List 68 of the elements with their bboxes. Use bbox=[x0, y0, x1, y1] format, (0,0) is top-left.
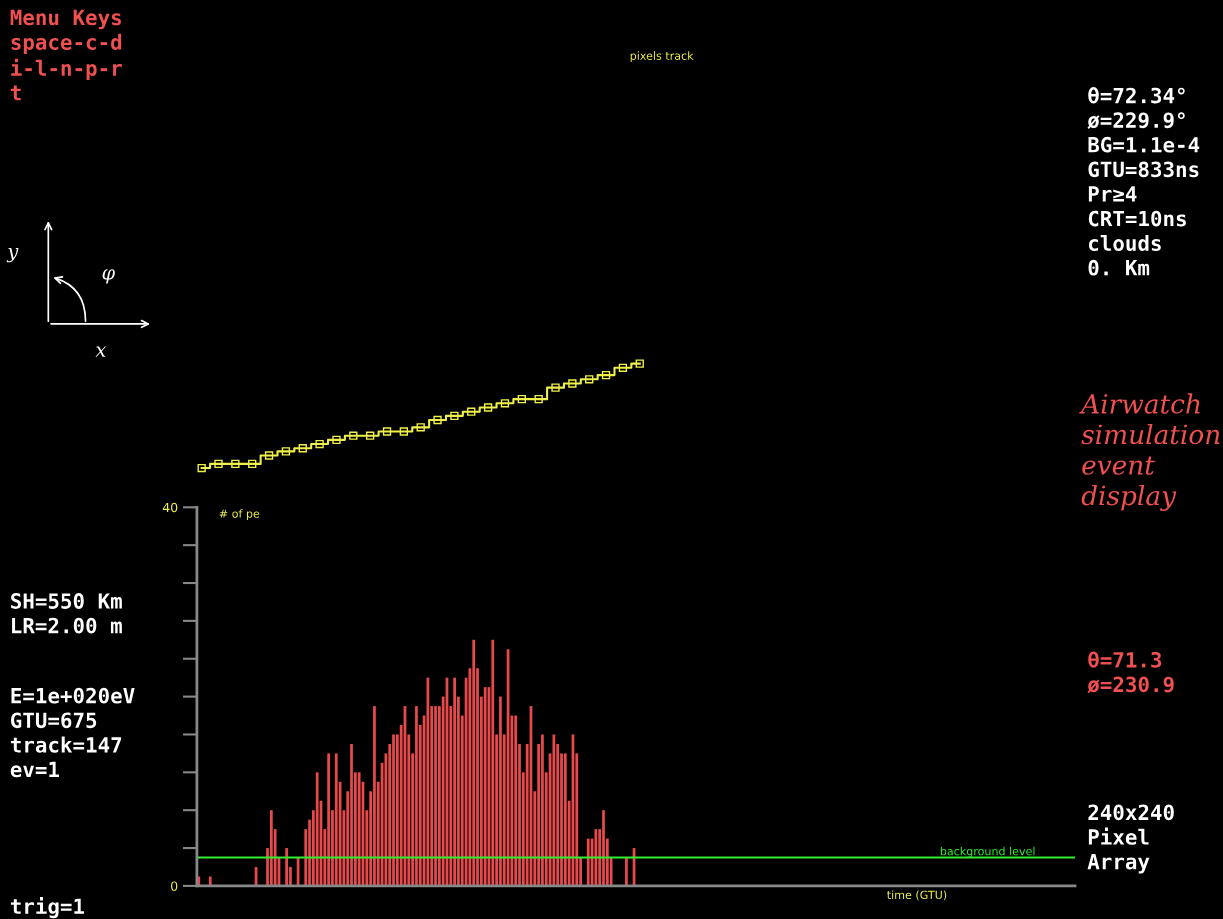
text: x bbox=[95, 346, 107, 357]
bar bbox=[208, 876, 212, 886]
ref-line-label: background level bbox=[940, 846, 1035, 858]
point bbox=[618, 363, 628, 372]
text: θ=71.3 ø=230.9 bbox=[1087, 651, 1174, 694]
bar bbox=[586, 838, 590, 886]
point bbox=[382, 427, 392, 436]
point bbox=[315, 439, 324, 449]
point bbox=[585, 375, 594, 384]
point bbox=[365, 431, 375, 440]
x-axis-title: time (GTU) bbox=[887, 890, 947, 901]
y-axis-title: # of pe bbox=[219, 509, 260, 520]
point bbox=[635, 359, 644, 368]
bar bbox=[415, 706, 418, 886]
bar bbox=[350, 743, 353, 886]
bar bbox=[285, 848, 288, 886]
point bbox=[601, 370, 611, 380]
bar bbox=[315, 772, 319, 886]
point bbox=[500, 399, 510, 408]
text: Airwatch simulation event display bbox=[1079, 393, 1220, 511]
point bbox=[568, 379, 577, 388]
text: trig=1 bbox=[10, 896, 85, 919]
point bbox=[281, 447, 291, 456]
point bbox=[534, 394, 543, 404]
point bbox=[197, 463, 206, 473]
point bbox=[450, 411, 459, 421]
point bbox=[551, 383, 560, 392]
bar bbox=[392, 734, 395, 886]
point bbox=[332, 435, 341, 445]
bar bbox=[602, 810, 605, 886]
bar bbox=[563, 753, 567, 886]
chart-title: pixels track bbox=[630, 51, 694, 63]
bar bbox=[472, 639, 476, 886]
point bbox=[231, 459, 240, 469]
bar bbox=[499, 696, 502, 886]
y-tick-label: 0 bbox=[171, 881, 178, 891]
bar bbox=[269, 810, 273, 886]
point bbox=[433, 415, 442, 425]
point bbox=[248, 459, 257, 469]
bar bbox=[327, 753, 330, 886]
bar bbox=[357, 772, 361, 886]
text: θ=72.34° ø=229.9° BG=1.1e-4 GTU=833ns Pr≥4 CRT=10ns clouds 0. Km bbox=[1087, 87, 1200, 276]
point bbox=[214, 459, 223, 469]
point bbox=[399, 427, 409, 436]
point bbox=[298, 444, 307, 453]
text: SH=550 Km LR=2.00 m bbox=[11, 593, 122, 634]
text: Menu Keys space-c-d i-l-n-p-r t bbox=[10, 9, 122, 101]
point bbox=[349, 431, 358, 440]
point bbox=[467, 407, 476, 416]
point bbox=[264, 451, 274, 460]
bar bbox=[334, 753, 338, 886]
text: φ bbox=[102, 269, 115, 284]
point bbox=[483, 403, 493, 412]
bar bbox=[541, 734, 544, 886]
text: E=1e+020eV GTU=675 track=147 ev=1 bbox=[10, 687, 135, 778]
text: 240x240 Pixel Array bbox=[1087, 804, 1174, 874]
text: y bbox=[6, 247, 19, 263]
y-tick-label: 40 bbox=[162, 502, 178, 513]
bar bbox=[434, 706, 437, 886]
bar bbox=[594, 829, 598, 886]
bar bbox=[625, 857, 628, 886]
bar bbox=[373, 706, 376, 886]
bar bbox=[514, 715, 518, 886]
bar bbox=[453, 677, 456, 886]
point bbox=[416, 423, 425, 432]
bar bbox=[491, 639, 495, 886]
point bbox=[517, 394, 526, 404]
bar bbox=[483, 687, 487, 886]
